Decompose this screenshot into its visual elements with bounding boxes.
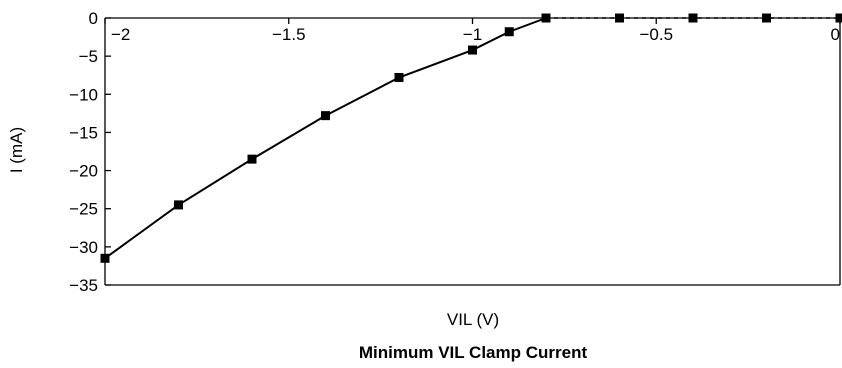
y-tick-label: −15 <box>69 123 98 142</box>
data-point-marker <box>321 111 330 121</box>
data-point-marker <box>100 253 110 263</box>
x-tick-label: −2 <box>111 25 130 44</box>
x-tick-label: −0.5 <box>639 25 673 44</box>
data-point-marker <box>394 73 404 83</box>
y-tick-label: −20 <box>69 162 98 181</box>
data-point-marker <box>541 13 551 23</box>
y-tick-label: −35 <box>69 276 98 295</box>
chart-title: Minimum VIL Clamp Current <box>359 343 588 362</box>
markers-layer <box>100 13 842 263</box>
x-tick-label: −1.5 <box>272 25 306 44</box>
x-axis: −2 −1.5 −1 −0.5 0 <box>104 17 841 44</box>
y-tick-label: −30 <box>69 238 98 257</box>
data-point-marker <box>504 27 514 37</box>
y-tick-label: 0 <box>89 9 98 28</box>
y-tick-label: −25 <box>69 200 98 219</box>
data-point-marker <box>835 13 842 23</box>
data-point-marker <box>615 13 624 23</box>
plot-frame <box>104 18 841 286</box>
data-point-marker <box>174 200 183 210</box>
x-tick-label: −1 <box>463 25 482 44</box>
data-point-marker <box>688 13 698 23</box>
series-line-solid <box>104 17 547 260</box>
x-tick-label: 0 <box>831 25 840 44</box>
data-point-marker <box>468 45 477 55</box>
y-tick-label: −5 <box>79 47 98 66</box>
x-axis-title: VIL (V) <box>447 310 499 329</box>
y-axis: 0 −5 −10 −15 −20 −25 −30 −35 <box>69 9 111 295</box>
y-tick-label: −10 <box>69 85 98 104</box>
data-point-marker <box>762 13 771 23</box>
data-point-marker <box>247 154 257 164</box>
y-axis-title: I (mA) <box>7 127 26 173</box>
